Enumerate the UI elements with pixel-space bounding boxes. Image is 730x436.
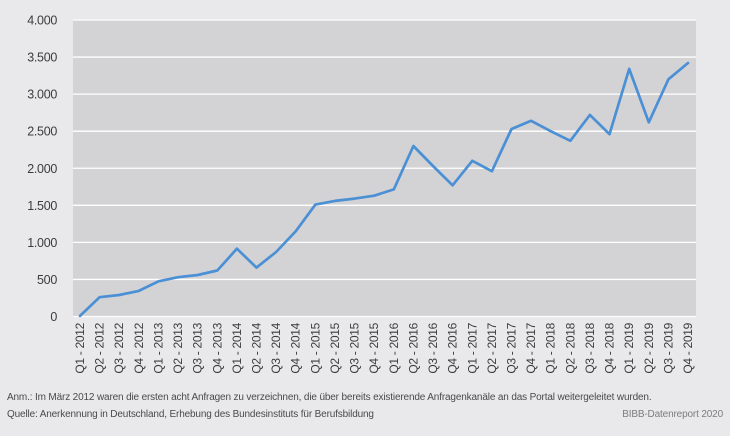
y-axis-tick-label: 3.500 [27, 51, 57, 65]
x-axis-tick-label: Q4 - 2013 [210, 322, 224, 373]
x-axis-tick-label: Q4 - 2017 [524, 322, 538, 373]
y-axis-tick-label: 500 [37, 273, 57, 287]
x-axis-tick-label: Q1 - 2017 [465, 322, 479, 373]
y-axis-tick-label: 2.500 [27, 125, 57, 139]
x-axis-tick-label: Q4 - 2019 [681, 322, 695, 373]
x-axis-tick-label: Q4 - 2014 [289, 322, 303, 373]
x-axis-tick-label: Q4 - 2012 [132, 322, 146, 373]
x-axis-tick-label: Q1 - 2016 [387, 322, 401, 373]
line-chart: 0 500 1.000 1.500 2.000 2.500 3.000 3.500 4.000 Q… [27, 14, 696, 374]
x-axis-tick-label: Q2 - 2014 [250, 322, 264, 373]
y-axis-tick-label: 1.500 [27, 199, 57, 213]
x-axis-tick-label: Q3 - 2017 [504, 322, 518, 373]
data-series-line [78, 61, 690, 318]
x-axis-tick-label: Q1 - 2019 [622, 322, 636, 373]
x-axis-tick-label: Q3 - 2018 [583, 322, 597, 373]
footnotes: Anm.: Im März 2012 waren die ersten acht… [0, 389, 730, 420]
x-axis-tick-label: Q2 - 2017 [485, 322, 499, 373]
x-axis-tick-label: Q2 - 2019 [642, 322, 656, 373]
x-axis-tick-label: Q1 - 2014 [230, 322, 244, 373]
source-text: Quelle: Anerkennung in Deutschland, Erhe… [7, 409, 374, 420]
y-axis-tick-label: 0 [50, 310, 57, 324]
x-axis-tick-label: Q1 - 2018 [544, 322, 558, 373]
x-axis-tick-label: Q1 - 2015 [308, 322, 322, 373]
x-axis-tick-label: Q2 - 2016 [406, 322, 420, 373]
y-axis-tick-label: 2.000 [27, 162, 57, 176]
x-axis-tick-label: Q3 - 2013 [191, 322, 205, 373]
x-axis-tick-label: Q3 - 2016 [426, 322, 440, 373]
x-axis-tick-label: Q2 - 2012 [93, 322, 107, 373]
x-axis-tick-label: Q2 - 2015 [328, 322, 342, 373]
source-row: Quelle: Anerkennung in Deutschland, Erhe… [0, 403, 730, 420]
y-axis-tick-label: 4.000 [27, 14, 57, 28]
x-axis-tick-label: Q3 - 2014 [269, 322, 283, 373]
x-axis-tick-label: Q1 - 2013 [151, 322, 165, 373]
y-axis-tick-label: 3.000 [27, 88, 57, 102]
x-axis-tick-label: Q3 - 2019 [661, 322, 675, 373]
x-axis-tick-label: Q1 - 2012 [73, 322, 87, 373]
y-axis-tick-label: 1.000 [27, 236, 57, 250]
x-axis-tick-label: Q4 - 2018 [603, 322, 617, 373]
x-axis-tick-label: Q3 - 2015 [348, 322, 362, 373]
x-axis-tick-label: Q3 - 2012 [112, 322, 126, 373]
report-label: BIBB-Datenreport 2020 [622, 409, 723, 420]
x-axis-tick-label: Q4 - 2016 [446, 322, 460, 373]
x-axis-tick-label: Q4 - 2015 [367, 322, 381, 373]
x-axis-tick-label: Q2 - 2013 [171, 322, 185, 373]
note-text: Anm.: Im März 2012 waren die ersten acht… [7, 392, 652, 403]
x-axis-tick-label: Q2 - 2018 [563, 322, 577, 373]
